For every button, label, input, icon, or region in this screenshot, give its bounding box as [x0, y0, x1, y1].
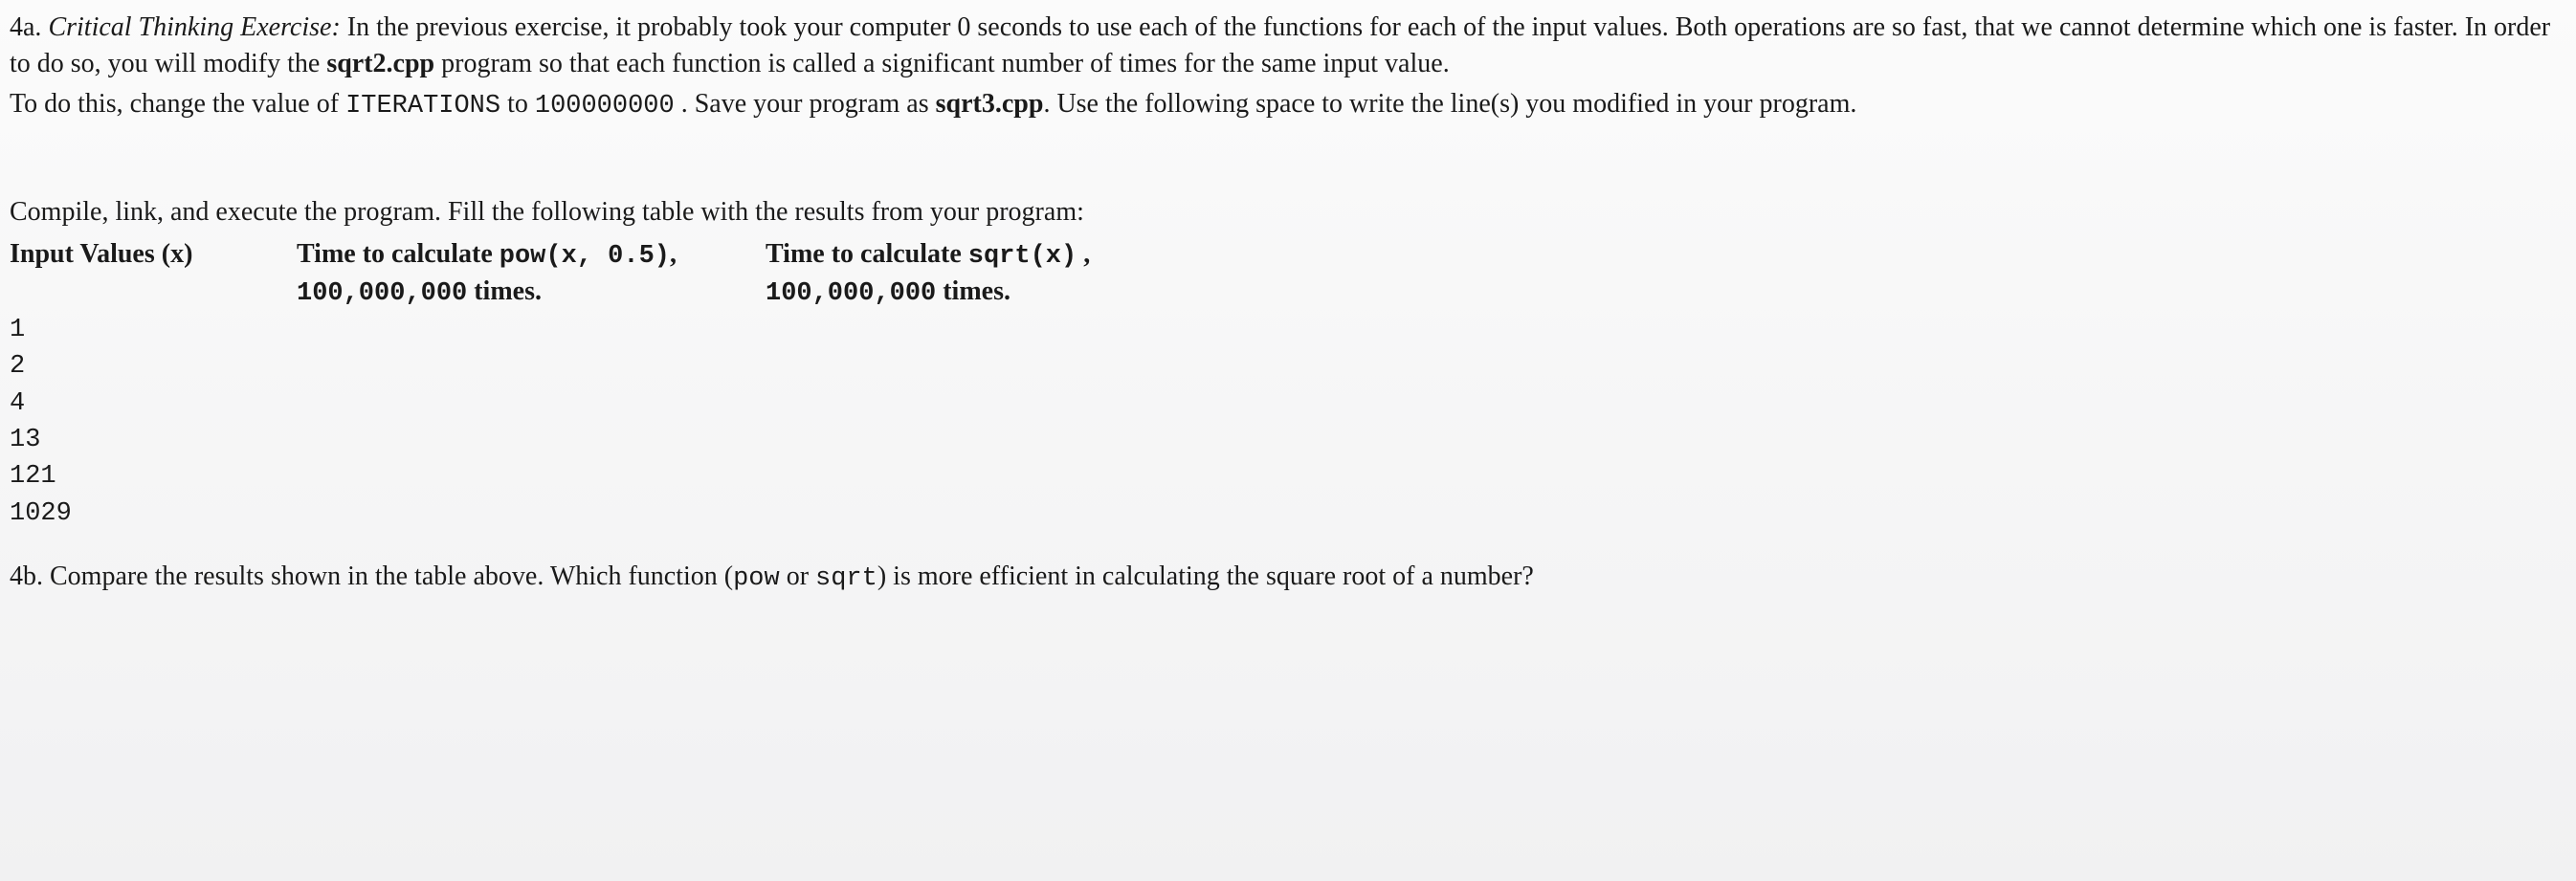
q4a-text-1b: program so that each function is called …	[434, 49, 1450, 78]
sqrt-time-cell	[766, 496, 1234, 497]
exercise-page: 4a. Critical Thinking Exercise: In the p…	[0, 0, 2576, 597]
table-row: 13	[10, 422, 2566, 458]
results-table: Input Values (x) Time to calculate pow(x…	[10, 236, 2566, 533]
q4a-paragraph-3: Compile, link, and execute the program. …	[10, 194, 2566, 231]
q4a-text-2d: . Use the following space to write the l…	[1043, 89, 1856, 119]
pow-time-cell	[297, 385, 766, 387]
table-header-col2: Time to calculate pow(x, 0.5), 100,000,0…	[297, 236, 766, 312]
q4b-text-a: Compare the results shown in the table a…	[50, 562, 733, 591]
pow-time-cell	[297, 422, 766, 424]
col2-sub: 100,000,000 times.	[297, 274, 766, 311]
pow-time-cell	[297, 458, 766, 460]
col2-text-a: Time to calculate	[297, 239, 500, 269]
answer-space	[10, 127, 2566, 194]
filename-sqrt2: sqrt2.cpp	[326, 49, 434, 78]
q4a-title: Critical Thinking Exercise:	[48, 12, 340, 42]
col3-sub: 100,000,000 times.	[766, 274, 1234, 311]
q4b-text-b: or	[780, 562, 815, 591]
col3-sub-text: times.	[936, 276, 1010, 306]
table-header-row: Input Values (x) Time to calculate pow(x…	[10, 236, 2566, 312]
table-row: 121	[10, 458, 2566, 495]
input-value: 2	[10, 348, 297, 385]
input-value: 13	[10, 422, 297, 458]
sqrt-time-cell	[766, 348, 1234, 350]
table-header-col3: Time to calculate sqrt(x) , 100,000,000 …	[766, 236, 1234, 312]
sqrt-time-cell	[766, 458, 1234, 460]
col3-text-b: ,	[1077, 239, 1090, 269]
q4a-text-2a: To do this, change the value of	[10, 89, 345, 119]
sqrt-time-cell	[766, 312, 1234, 314]
col2-sub-code: 100,000,000	[297, 279, 467, 308]
pow-time-cell	[297, 348, 766, 350]
col2-text-b: ,	[670, 239, 677, 269]
col2-code: pow(x, 0.5)	[500, 242, 670, 271]
col3-text-a: Time to calculate	[766, 239, 968, 269]
q4a-text-2b: to	[500, 89, 535, 119]
filename-sqrt3: sqrt3.cpp	[936, 89, 1044, 119]
sqrt-time-cell	[766, 385, 1234, 387]
col3-code: sqrt(x)	[968, 242, 1077, 271]
input-value: 1	[10, 312, 297, 348]
table-row: 4	[10, 385, 2566, 422]
code-sqrt: sqrt	[815, 564, 877, 593]
code-value: 100000000	[535, 92, 675, 121]
q4a-paragraph-2: To do this, change the value of ITERATIO…	[10, 86, 2566, 123]
q4b-label: 4b.	[10, 562, 50, 591]
table-row: 1	[10, 312, 2566, 348]
input-value: 4	[10, 385, 297, 422]
q4a-label: 4a.	[10, 12, 48, 42]
code-iterations: ITERATIONS	[345, 92, 500, 121]
code-pow: pow	[733, 564, 780, 593]
input-value: 121	[10, 458, 297, 495]
input-value: 1029	[10, 496, 297, 532]
q4b-paragraph: 4b. Compare the results shown in the tab…	[10, 559, 2566, 596]
q4a-text-2c: . Save your program as	[675, 89, 936, 119]
table-header-col1: Input Values (x)	[10, 236, 297, 273]
sqrt-time-cell	[766, 422, 1234, 424]
col2-sub-text: times.	[467, 276, 542, 306]
q4a-paragraph-1: 4a. Critical Thinking Exercise: In the p…	[10, 10, 2566, 82]
table-row: 1029	[10, 496, 2566, 532]
pow-time-cell	[297, 496, 766, 497]
q4b-text-c: ) is more efficient in calculating the s…	[877, 562, 1534, 591]
table-row: 2	[10, 348, 2566, 385]
col3-sub-code: 100,000,000	[766, 279, 936, 308]
pow-time-cell	[297, 312, 766, 314]
